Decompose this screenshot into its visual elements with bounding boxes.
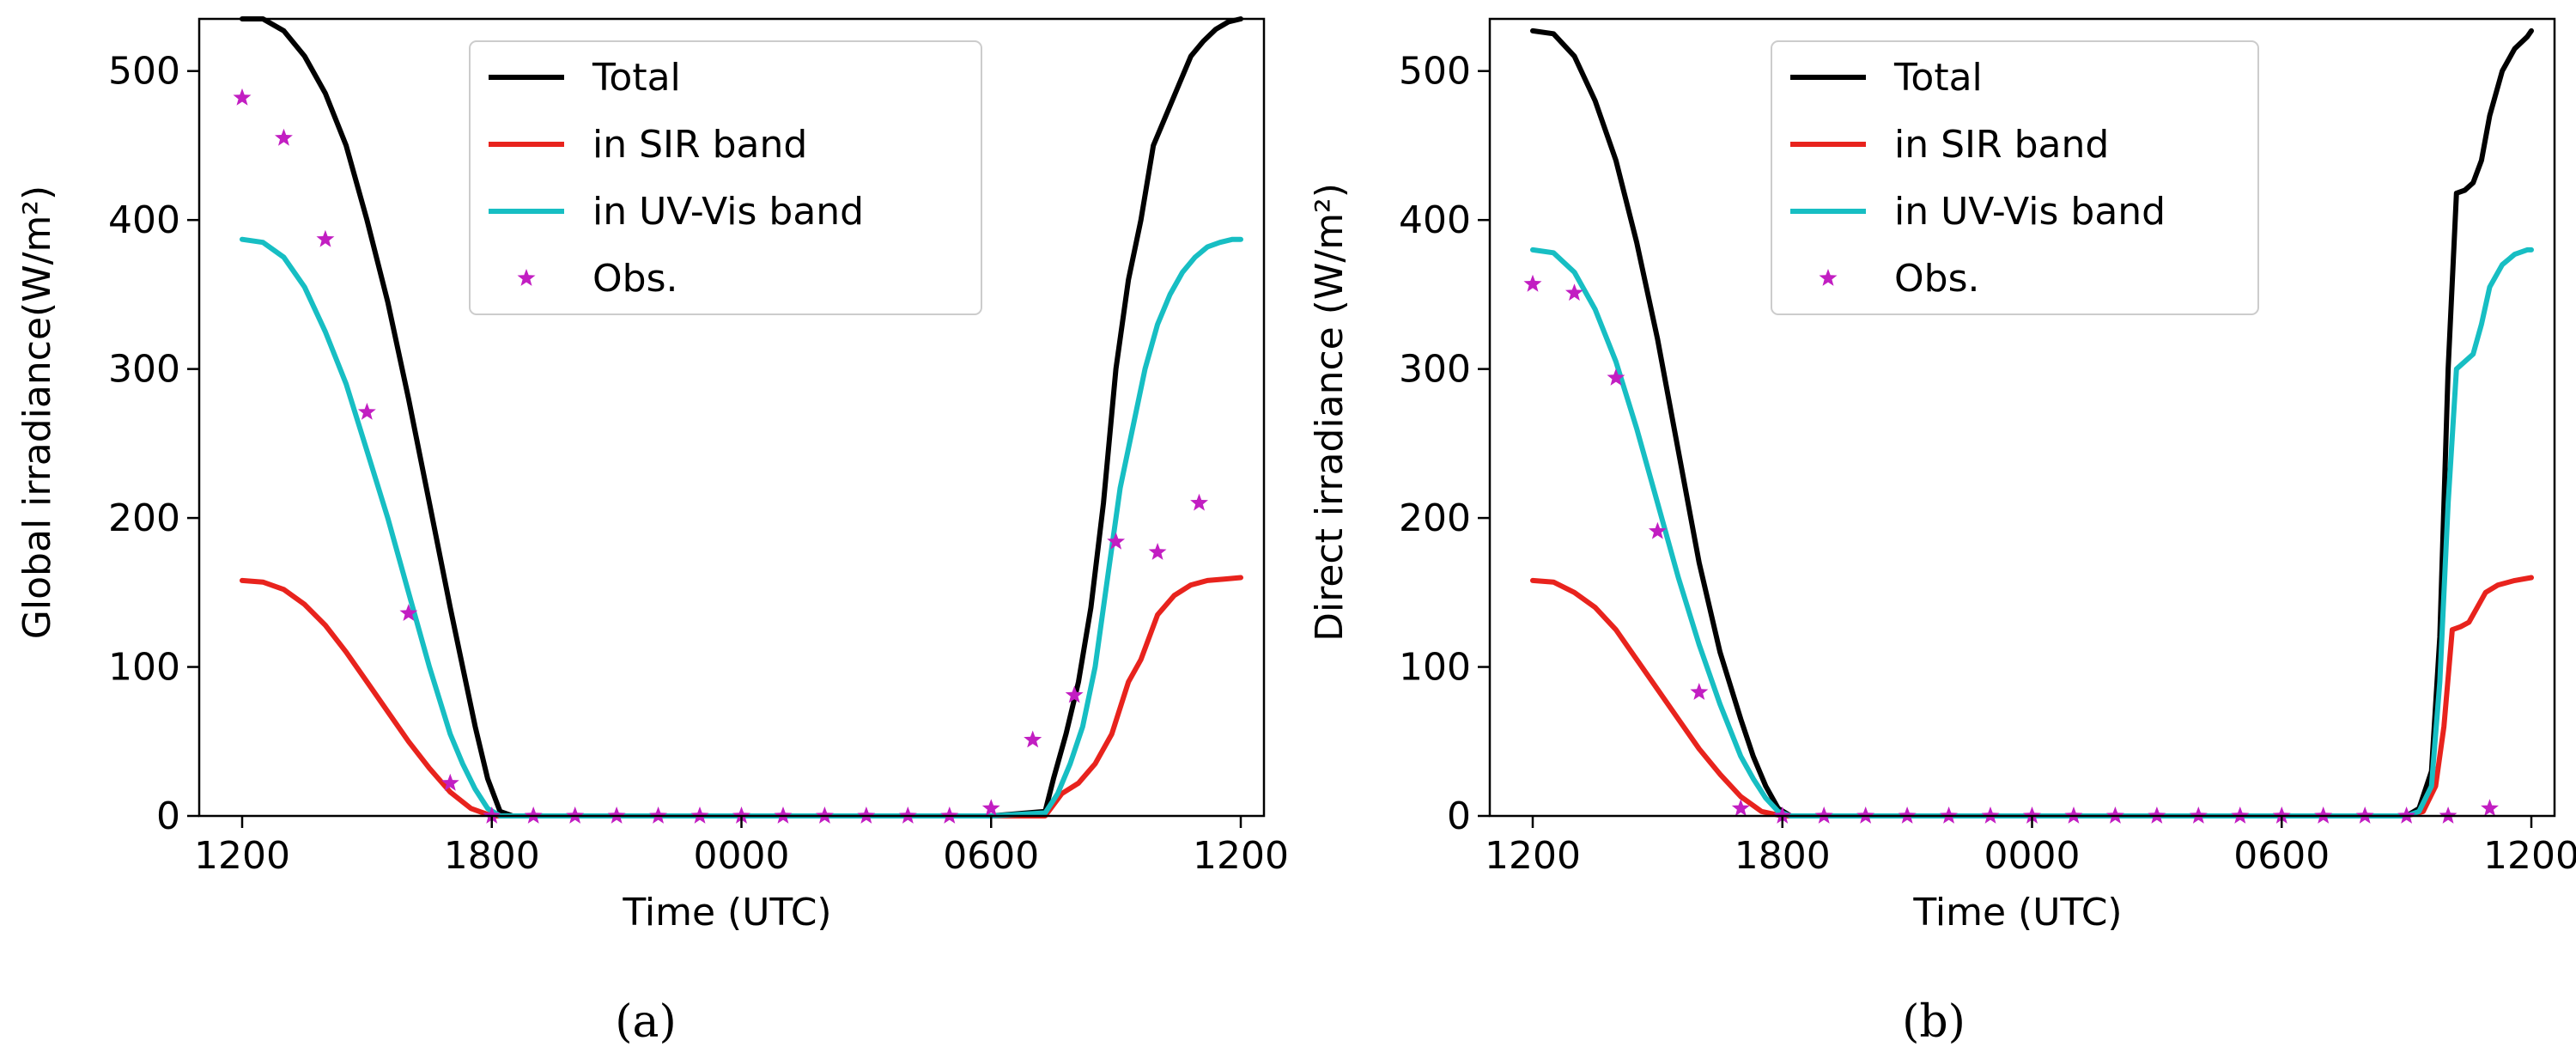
legend-b: Total in SIR band in UV-Vis band Obs.	[1771, 40, 2259, 315]
x-tick-label-b: 1800	[1735, 834, 1831, 878]
panel-label-b: (b)	[1902, 996, 1965, 1048]
x-tick-label-a: 0600	[943, 834, 1039, 878]
obs-point-b	[1648, 521, 1667, 539]
obs-point-b	[2481, 799, 2499, 817]
y-tick-label-a: 0	[156, 794, 180, 838]
legend-label-in-sir-band-a: in SIR band	[592, 123, 807, 167]
x-tick-label-b: 0600	[2233, 834, 2330, 878]
x-tick-label-b: 0000	[1984, 834, 2081, 878]
series-line-in-uv-vis-band-b	[1530, 246, 2534, 819]
legend-label-in-uv-vis-band-a: in UV-Vis band	[592, 190, 864, 234]
obs-point-a	[1148, 543, 1167, 560]
legend-label-in-uv-vis-band-b: in UV-Vis band	[1894, 190, 2166, 234]
x-tick-label-b: 1200	[2483, 834, 2576, 878]
x-tick-label-a: 1200	[194, 834, 290, 878]
obs-point-a	[1024, 730, 1042, 748]
x-axis-title-a: Time (UTC)	[622, 891, 831, 934]
obs-point-a	[1107, 532, 1126, 550]
obs-point-a	[1065, 685, 1084, 703]
plot-frame-a	[197, 17, 1266, 818]
obs-point-a	[233, 88, 252, 106]
obs-point-b	[1690, 683, 1709, 700]
obs-point-a	[440, 773, 459, 791]
y-tick-label-b: 0	[1447, 794, 1471, 838]
legend-label-in-sir-band-b: in SIR band	[1894, 123, 2109, 167]
legend-label-total-a: Total	[592, 56, 681, 100]
plot-area-a: 0 100 200 300 400 500 1200 1800 0000 0600 1200	[108, 16, 1289, 878]
obs-point-a	[316, 229, 335, 247]
y-axis-title-a: Global irradiance(W/m²)	[15, 186, 59, 639]
obs-point-b	[1523, 274, 1542, 292]
obs-point-a	[1190, 493, 1208, 511]
x-tick-label-a: 1800	[444, 834, 540, 878]
plot-frame-b	[1488, 17, 2556, 818]
y-tick-label-b: 200	[1399, 496, 1471, 540]
plot-area-b: 0 100 200 300 400 500 1200 1800 0000 0600 1200	[1399, 17, 2576, 878]
legend-label-obs--b: Obs.	[1894, 257, 1979, 301]
legend-frame-b	[1771, 40, 2259, 315]
panel-label-a: (a)	[615, 996, 677, 1048]
obs-point-a	[399, 604, 418, 621]
x-tick-label-b: 1200	[1485, 834, 1581, 878]
legend-frame-a	[469, 40, 982, 315]
x-tick-label-a: 0000	[694, 834, 790, 878]
series-line-in-sir-band-b	[1530, 575, 2534, 819]
obs-point-b	[1731, 799, 1750, 817]
obs-point-a	[357, 402, 376, 420]
y-tick-label-b: 100	[1399, 646, 1471, 690]
y-tick-label-b: 500	[1399, 50, 1471, 94]
chart-panel-a: 0 100 200 300 400 500 1200 1800 0000 0600 1200 Glo…	[15, 16, 1289, 1048]
y-tick-label-a: 200	[108, 496, 180, 540]
y-tick-label-a: 300	[108, 348, 180, 392]
legend-label-total-b: Total	[1893, 56, 1983, 100]
x-axis-title-b: Time (UTC)	[1912, 891, 2122, 934]
y-tick-label-b: 400	[1399, 198, 1471, 242]
y-tick-label-a: 500	[108, 50, 180, 94]
x-tick-label-a: 1200	[1193, 834, 1289, 878]
legend-a: Total in SIR band in UV-Vis band Obs.	[469, 40, 982, 315]
legend-label-obs--a: Obs.	[592, 257, 677, 301]
obs-point-b	[1565, 283, 1583, 301]
y-tick-label-b: 300	[1399, 348, 1471, 392]
y-tick-label-a: 400	[108, 198, 180, 242]
obs-point-b	[1607, 368, 1625, 386]
obs-point-a	[981, 799, 1000, 817]
legend-swatch-obs--a	[517, 269, 536, 286]
obs-point-a	[275, 128, 293, 146]
y-axis-title-b: Direct irradiance (W/m²)	[1308, 183, 1352, 642]
chart-panel-b: 0 100 200 300 400 500 1200 1800 0000 0600 1200 Dir…	[1308, 17, 2576, 1048]
legend-swatch-obs--b	[1819, 269, 1838, 286]
y-tick-label-a: 100	[108, 646, 180, 690]
